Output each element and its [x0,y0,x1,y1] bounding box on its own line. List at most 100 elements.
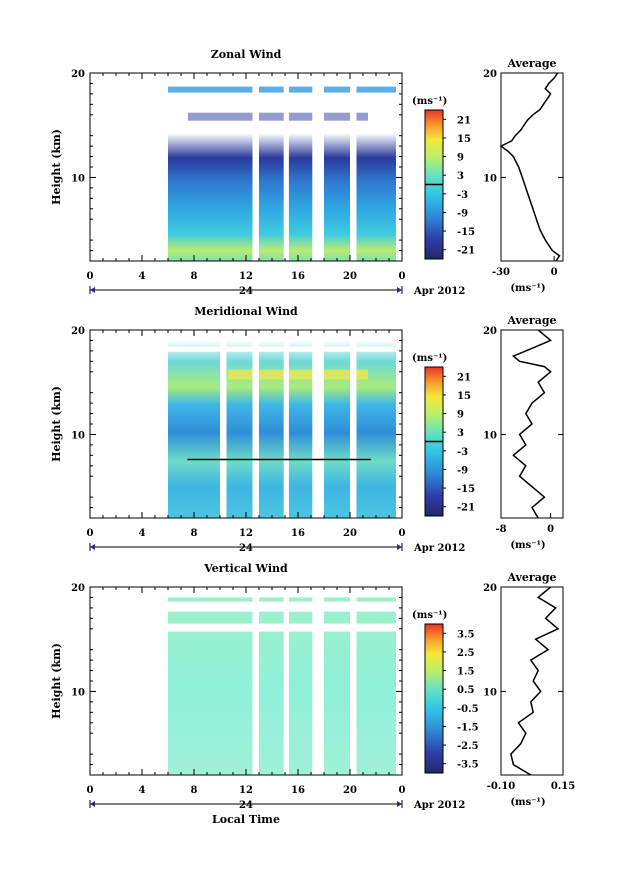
x-tick-label: 0 [399,785,406,796]
colorbar-tick-label: -9 [457,208,468,219]
profile-x-label: (ms⁻¹) [510,797,545,808]
panel-vertical: Vertical Wind 0 4 8 12 16 20 0 10 20 Height (km) 24… [50,562,575,811]
x-tick-label: 16 [291,785,305,796]
date-label: Apr 2012 [413,543,465,554]
day-label: 24 [239,800,253,811]
day-axis-left-arrow [90,801,95,807]
colorbar-tick-label: 0.5 [457,685,474,696]
colorbar-tick-label: -0.5 [457,704,479,715]
data-gap [283,73,289,261]
date-label: Apr 2012 [413,286,465,297]
profile-y-tick-label: 20 [483,69,497,80]
colorbar-tick-label: -1.5 [457,722,479,733]
profile-title: Average [506,571,556,584]
x-tick-label: 20 [343,785,357,796]
colorbar-unit: (ms⁻¹) [412,96,447,107]
y-tick-label: 10 [71,430,85,441]
profile-x-tick-label: -0.10 [487,781,516,792]
y-tick-label: 20 [71,69,85,80]
x-tick-label: 0 [87,528,94,539]
heatmap-blank-band [168,346,396,352]
colorbar-tick-label: -15 [457,484,475,495]
x-tick-label: 12 [239,271,253,282]
x-tick-label: 16 [291,528,305,539]
x-tick-label: 0 [399,271,406,282]
data-gap [312,330,324,518]
heatmap-blank-band [168,601,396,612]
y-tick-label: 20 [71,583,85,594]
colorbar-unit: (ms⁻¹) [412,353,447,364]
x-tick-label: 8 [191,785,198,796]
colorbar-tick-label: 21 [457,115,471,126]
x-axis-label: Local Time [212,813,280,826]
heatmap-tropopause-band [168,86,396,93]
colorbar-tick-label: 9 [457,410,464,421]
day-axis-right-arrow [397,544,402,550]
x-tick-label: 20 [343,528,357,539]
profile-y-tick-label: 20 [483,326,497,337]
profile-title: Average [506,57,556,70]
data-gap [312,73,324,261]
profile-line [510,586,560,776]
data-gap [220,330,227,518]
profile-title: Average [506,314,556,327]
profile-y-tick-label: 20 [483,583,497,594]
profile-x-label: (ms⁻¹) [510,540,545,551]
chart-title: Meridional Wind [194,305,298,318]
colorbar [424,623,444,774]
heatmap-yellow-band [228,369,368,380]
colorbar-tick-label: -3 [457,447,468,458]
x-tick-label: 12 [239,528,253,539]
data-gap [350,587,357,775]
data-gap [283,587,289,775]
profile-frame [500,586,564,776]
profile-frame [500,329,564,519]
x-tick-label: 0 [87,785,94,796]
day-axis-right-arrow [397,801,402,807]
chart-title: Zonal Wind [211,48,282,61]
profile-x-tick-label: 0 [551,267,558,278]
data-gap [252,587,259,775]
colorbar-tick-label: -3.5 [457,760,479,771]
day-label: 24 [239,543,253,554]
x-tick-label: 8 [191,271,198,282]
chart-title: Vertical Wind [203,562,288,575]
y-axis-label: Height (km) [50,129,63,205]
x-tick-label: 8 [191,528,198,539]
x-tick-label: 4 [139,528,146,539]
x-tick-label: 16 [291,271,305,282]
x-tick-label: 4 [139,785,146,796]
colorbar-tick-label: 3 [457,171,464,182]
x-tick-label: 20 [343,271,357,282]
colorbar-tick-label: 9 [457,153,464,164]
colorbar-tick-label: -3 [457,190,468,201]
y-tick-label: 10 [71,173,85,184]
x-tick-label: 0 [399,528,406,539]
day-label: 24 [239,286,253,297]
colorbar-tick-label: 15 [457,134,471,145]
y-axis-label: Height (km) [50,643,63,719]
profile-y-tick-label: 10 [483,173,497,184]
colorbar-tick-label: 15 [457,391,471,402]
profile-line [511,329,553,519]
colorbar-tick-label: 3 [457,428,464,439]
colorbar-tick-label: -21 [457,246,475,257]
profile-line [499,72,561,262]
y-axis-label: Height (km) [50,386,63,462]
day-axis-left-arrow [90,287,95,293]
colorbar-tick-label: 1.5 [457,667,474,678]
profile-x-tick-label: 0.15 [551,781,575,792]
colorbar-unit: (ms⁻¹) [412,610,447,621]
profile-x-tick-label: 0 [547,524,554,535]
data-gap [350,73,357,261]
x-tick-label: 0 [87,271,94,282]
date-label: Apr 2012 [413,800,465,811]
day-axis-left-arrow [90,544,95,550]
day-axis-right-arrow [397,287,402,293]
panel-meridional: Meridional Wind 0 4 8 12 16 20 0 10 20 Height (km)… [50,305,564,554]
data-gap [350,330,357,518]
heatmap-jet-band [188,112,368,121]
colorbar-tick-label: -21 [457,503,475,514]
x-tick-label: 12 [239,785,253,796]
